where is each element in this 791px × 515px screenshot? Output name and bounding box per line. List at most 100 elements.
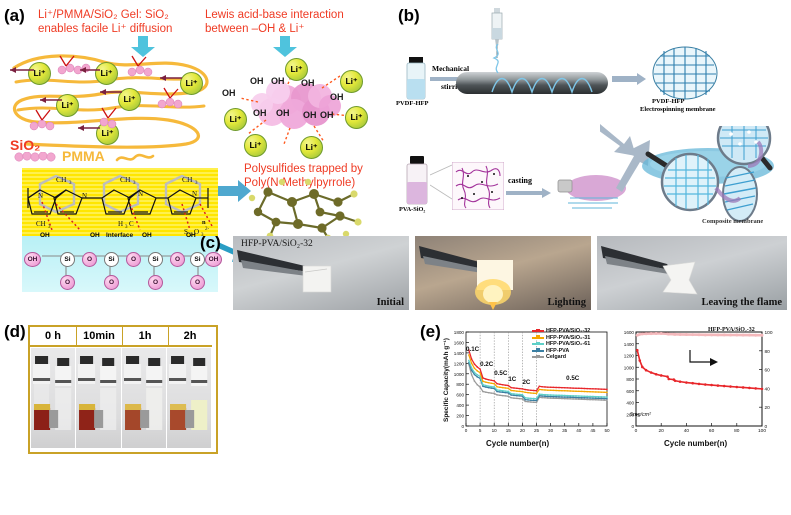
panel-a-label: (a): [4, 6, 25, 25]
interface-oh-label: OH: [142, 232, 152, 239]
svg-text:80: 80: [734, 428, 740, 434]
svg-text:3: 3: [195, 181, 198, 186]
time-header-2h: 2h: [183, 329, 197, 342]
legend-swatch: [532, 328, 544, 332]
interface-oh-label: OH: [186, 232, 196, 239]
oh-label: OH: [276, 108, 290, 118]
casting-label: casting: [508, 176, 532, 185]
pmma-legend-chain-icon: [115, 153, 155, 162]
arrow-down-lewis-icon: [273, 36, 297, 57]
syringe-icon: [491, 8, 503, 58]
electrospinning-jet-icon: [492, 44, 499, 74]
svg-text:400: 400: [456, 403, 464, 408]
svg-text:1000: 1000: [454, 372, 465, 377]
oh-label: OH: [222, 88, 236, 98]
li-ion-ball: Li⁺: [118, 88, 141, 111]
svg-text:n: n: [202, 219, 206, 226]
svg-text:0: 0: [635, 428, 638, 434]
siloxane-backbone: [42, 255, 199, 288]
svg-text:2-: 2-: [205, 227, 210, 232]
svg-text:200: 200: [456, 414, 464, 419]
mechanical-label: Mechanical: [432, 64, 470, 73]
legend-label: Celgard: [546, 354, 567, 360]
arrow-up-right-icon: [616, 140, 650, 192]
o-circle: O: [170, 252, 185, 267]
li-ion-ball: Li⁺: [340, 70, 363, 93]
o-circle: O: [190, 275, 205, 290]
svg-text:1200: 1200: [624, 354, 635, 359]
cycling-chart-sample-label: HFP-PVA/SiO₂-32: [708, 327, 755, 333]
svg-text:C: C: [129, 220, 134, 228]
legend-item: HFP-PVA: [532, 348, 590, 354]
svg-text:CH: CH: [36, 220, 46, 228]
gel-caption-line2: enables facile Li⁺ diffusion: [38, 22, 173, 35]
legend-item: Celgard: [532, 354, 590, 360]
svg-text:CH: CH: [182, 175, 193, 184]
legend-swatch: [532, 348, 544, 352]
oh-label: OH: [303, 110, 317, 120]
svg-text:40: 40: [765, 386, 771, 392]
svg-text:3: 3: [125, 225, 128, 230]
legend-label: HFP-PVA/SiO₂-32: [546, 328, 591, 334]
lewis-caption-line2: between –OH & Li⁺: [205, 22, 305, 35]
svg-text:1200: 1200: [454, 361, 465, 366]
stirring-label: stirring: [441, 82, 466, 91]
svg-text:800: 800: [626, 377, 634, 382]
li-ion-ball: Li⁺: [28, 62, 51, 85]
lewis-silica-cluster: [239, 67, 351, 145]
legend-swatch: [532, 354, 544, 358]
time-header-1h: 1h: [122, 326, 169, 345]
legend-swatch: [532, 341, 544, 345]
svg-text:1600: 1600: [454, 340, 465, 345]
oh-circle: OH: [24, 252, 41, 267]
arrow-down-gel-icon: [131, 36, 155, 57]
flame-photo-caption: Leaving the flame: [701, 297, 783, 308]
svg-text:40: 40: [684, 428, 690, 434]
pvdf-hfp-vial-label: PVDF-HFP: [396, 100, 429, 107]
vial-photo-1h: [121, 348, 166, 448]
legend-item: HFP-PVA/SiO₂-61: [532, 341, 590, 347]
legend-label: HFP-PVA: [546, 347, 570, 354]
cycling-chart-xlabel: Cycle number(n): [664, 439, 728, 448]
legend-item: HFP-PVA/SiO₂-31: [532, 335, 590, 341]
panel-d-photo-strip: [31, 348, 211, 448]
pva-chain-inset: [452, 162, 504, 210]
composite-membrane-illustration: [642, 126, 774, 222]
panel-d-divider: [30, 345, 212, 347]
li-ion-ball: Li⁺: [224, 108, 247, 131]
svg-text:1600: 1600: [624, 330, 635, 335]
gel-caption-line1: Li⁺/PMMA/SiO₂ Gel: SiO₂: [38, 9, 169, 21]
svg-text:1000: 1000: [624, 365, 635, 370]
oh-label: OH: [271, 76, 285, 86]
pva-sio2-vial-icon: [406, 156, 428, 205]
time-header-10min: 10min: [76, 326, 123, 345]
svg-text:1400: 1400: [454, 351, 465, 356]
svg-text:CH: CH: [120, 175, 131, 184]
rate-annotation: 0.2C: [480, 360, 494, 368]
svg-text:20: 20: [520, 428, 526, 433]
time-header-0h: 0 h: [30, 326, 77, 345]
svg-text:40: 40: [576, 428, 582, 433]
rate-chart-xlabel: Cycle number(n): [486, 439, 550, 448]
si-circle: Si: [190, 252, 205, 267]
svg-text:600: 600: [456, 393, 464, 398]
svg-text:20: 20: [765, 405, 771, 411]
o-circle: O: [126, 252, 141, 267]
flame-photo-lighting: Lighting: [415, 236, 591, 310]
panel-c-sample-label: HFP-PVA/SiO₂-32: [241, 239, 313, 249]
polysulfide-molecule-model: [248, 178, 362, 242]
pva-sio2-vial-label: PVA-SiO₂: [399, 206, 426, 213]
legend-swatch: [532, 335, 544, 339]
oh-label: OH: [301, 78, 315, 88]
li-ion-ball: Li⁺: [180, 72, 203, 95]
vial-photo-10min: [76, 348, 121, 448]
svg-text:20: 20: [659, 428, 665, 434]
lewis-caption-line1: Lewis acid-base interaction: [205, 9, 344, 21]
interface-oh-label: OH: [40, 232, 50, 239]
svg-text:N: N: [82, 192, 87, 200]
li-ion-ball: Li⁺: [300, 136, 323, 159]
legend-item: HFP-PVA/SiO₂-32: [532, 328, 590, 334]
panel-a-lewis-caption: Lewis acid-base interaction between –OH …: [205, 9, 370, 36]
cycling-chart-loading-annotation: 5mg/cm²: [630, 412, 651, 418]
svg-text:3: 3: [48, 225, 51, 230]
